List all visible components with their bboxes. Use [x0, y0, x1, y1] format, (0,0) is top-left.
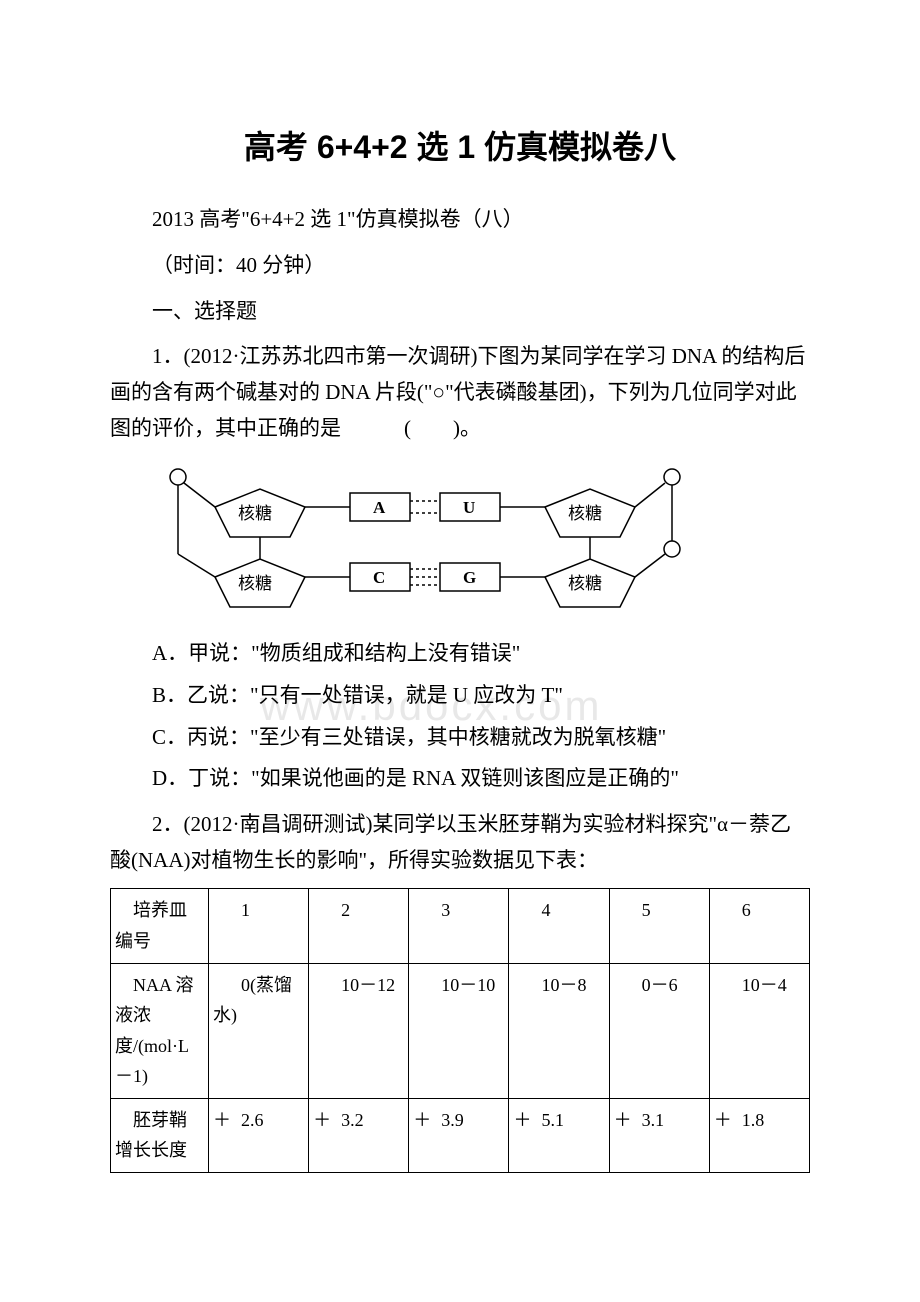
svg-text:核糖: 核糖 — [568, 574, 602, 593]
section-heading: 一、选择题 — [110, 294, 810, 330]
q1-option-b: B．乙说："只有一处错误，就是 U 应改为 T" — [152, 678, 810, 714]
cell: 2 — [309, 889, 409, 963]
cell: 4 — [509, 889, 609, 963]
row2-header: NAA 溶液浓度/(mol·L－1) — [111, 963, 209, 1098]
q1-option-d: D．丁说："如果说他画的是 RNA 双链则该图应是正确的" — [152, 761, 810, 797]
svg-text:核糖: 核糖 — [568, 504, 602, 523]
cell: 10－12 — [309, 963, 409, 1098]
page-title: 高考 6+4+2 选 1 仿真模拟卷八 — [110, 120, 810, 174]
cell: 1 — [208, 889, 308, 963]
svg-text:U: U — [463, 498, 475, 517]
data-table: 培养皿编号 1 2 3 4 5 6 NAA 溶液浓度/(mol·L－1) 0(蒸… — [110, 888, 810, 1173]
cell: ＋3.1 — [609, 1098, 709, 1172]
cell: 0(蒸馏水) — [208, 963, 308, 1098]
svg-text:核糖: 核糖 — [238, 574, 272, 593]
page-content: 高考 6+4+2 选 1 仿真模拟卷八 2013 高考"6+4+2 选 1"仿真… — [110, 120, 810, 1173]
cell: 10－10 — [409, 963, 509, 1098]
table-row: 培养皿编号 1 2 3 4 5 6 — [111, 889, 810, 963]
svg-text:A: A — [373, 498, 386, 517]
cell: ＋2.6 — [208, 1098, 308, 1172]
table-row: NAA 溶液浓度/(mol·L－1) 0(蒸馏水) 10－12 10－10 10… — [111, 963, 810, 1098]
cell: 5 — [609, 889, 709, 963]
q1-option-c: C．丙说："至少有三处错误，其中核糖就改为脱氧核糖" — [152, 720, 810, 756]
cell: 6 — [709, 889, 809, 963]
q1-option-a: A．甲说："物质组成和结构上没有错误" — [152, 636, 810, 672]
svg-text:C: C — [373, 568, 385, 587]
svg-text:核糖: 核糖 — [238, 504, 272, 523]
subtitle: 2013 高考"6+4+2 选 1"仿真模拟卷（八） — [110, 202, 810, 238]
row3-header: 胚芽鞘增长长度 — [111, 1098, 209, 1172]
cell: 0－6 — [609, 963, 709, 1098]
row1-header: 培养皿编号 — [111, 889, 209, 963]
cell: ＋5.1 — [509, 1098, 609, 1172]
q1-options: A．甲说："物质组成和结构上没有错误" B．乙说："只有一处错误，就是 U 应改… — [152, 636, 810, 797]
cell: 10－8 — [509, 963, 609, 1098]
time-note: （时间：40 分钟） — [110, 248, 810, 284]
cell: ＋3.9 — [409, 1098, 509, 1172]
cell: ＋1.8 — [709, 1098, 809, 1172]
table-row: 胚芽鞘增长长度 ＋2.6 ＋3.2 ＋3.9 ＋5.1 ＋3.1 ＋1.8 — [111, 1098, 810, 1172]
cell: ＋3.2 — [309, 1098, 409, 1172]
cell: 10－4 — [709, 963, 809, 1098]
q1-stem: 1．(2012·江苏苏北四市第一次调研)下图为某同学在学习 DNA 的结构后画的… — [110, 339, 810, 446]
cell: 3 — [409, 889, 509, 963]
dna-diagram: 核糖 A U 核糖 — [160, 459, 700, 621]
q2-stem: 2．(2012·南昌调研测试)某同学以玉米胚芽鞘为实验材料探究"α－萘乙酸(NA… — [110, 807, 810, 878]
svg-text:G: G — [463, 568, 476, 587]
